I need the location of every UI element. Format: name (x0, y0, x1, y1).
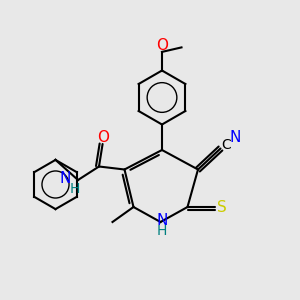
Text: S: S (217, 200, 227, 214)
Text: N: N (59, 171, 70, 186)
Text: N: N (156, 213, 168, 228)
Text: O: O (97, 130, 109, 145)
Text: C: C (221, 138, 231, 152)
Text: O: O (156, 38, 168, 53)
Text: N: N (230, 130, 241, 145)
Text: H: H (70, 182, 80, 196)
Text: H: H (157, 224, 167, 238)
